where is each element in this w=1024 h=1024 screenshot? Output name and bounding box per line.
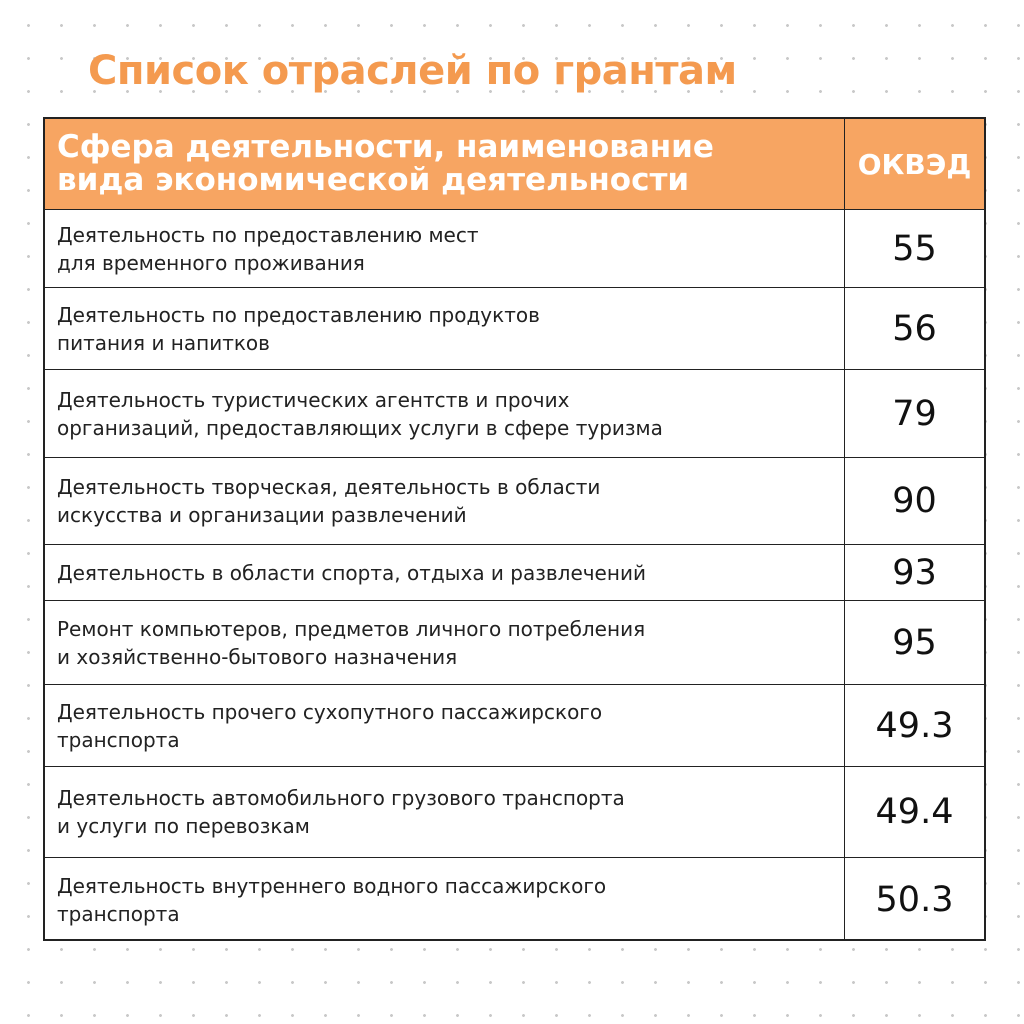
header-text: вида экономической деятельности xyxy=(57,162,690,198)
header-row: Сфера деятельности, наименование вида эко… xyxy=(45,119,984,209)
activity-cell: Деятельность по предоставлению мест для в… xyxy=(45,210,845,287)
table-row: Деятельность туристических агентств и пр… xyxy=(45,369,984,457)
activity-text: транспорта xyxy=(57,727,180,752)
activity-cell: Деятельность в области спорта, отдыха и … xyxy=(45,545,845,600)
table-row: Деятельность творческая, деятельность в … xyxy=(45,457,984,544)
code-cell: 50.3 xyxy=(845,858,984,941)
code-text: 49.3 xyxy=(875,705,954,746)
table-row: Деятельность в области спорта, отдыха и … xyxy=(45,544,984,600)
activity-cell: Деятельность туристических агентств и пр… xyxy=(45,370,845,457)
code-cell: 90 xyxy=(845,458,984,544)
activity-text: и хозяйственно-бытового назначения xyxy=(57,644,458,669)
activity-text: Деятельность по предоставлению мест xyxy=(57,222,479,247)
activity-text: Деятельность автомобильного грузового тр… xyxy=(57,786,625,810)
activity-text: Деятельность туристических агентств и пр… xyxy=(57,387,570,412)
page-title: Список отраслей по грантам xyxy=(88,48,737,94)
activity-text: организаций, предоставляющих услуги в сф… xyxy=(57,415,663,440)
code-text: 50.3 xyxy=(875,879,954,920)
code-text: 56 xyxy=(892,308,937,349)
code-text: 79 xyxy=(892,393,937,434)
activity-text: и услуги по перевозкам xyxy=(57,814,310,838)
activity-cell: Ремонт компьютеров, предметов личного по… xyxy=(45,601,845,684)
table-row: Деятельность прочего сухопутного пассажи… xyxy=(45,684,984,766)
activity-cell: Деятельность прочего сухопутного пассажи… xyxy=(45,685,845,766)
table-row: Ремонт компьютеров, предметов личного по… xyxy=(45,600,984,684)
code-cell: 49.3 xyxy=(845,685,984,766)
table-row: Деятельность внутреннего водного пассажи… xyxy=(45,857,984,941)
activity-text: Деятельность по предоставлению продуктов xyxy=(57,302,540,327)
code-cell: 95 xyxy=(845,601,984,684)
activity-cell: Деятельность творческая, деятельность в … xyxy=(45,458,845,544)
header-cell: ОКВЭД xyxy=(845,119,984,209)
code-text: 49.4 xyxy=(875,792,954,832)
code-cell: 49.4 xyxy=(845,767,984,857)
code-text: 93 xyxy=(892,552,937,593)
activity-cell: Деятельность автомобильного грузового тр… xyxy=(45,767,845,857)
code-text: 95 xyxy=(892,622,937,663)
code-cell: 93 xyxy=(845,545,984,600)
activity-cell: Деятельность по предоставлению продуктов… xyxy=(45,288,845,369)
activity-text: Деятельность творческая, деятельность в … xyxy=(57,475,601,499)
header-text: ОКВЭД xyxy=(857,147,972,181)
table-row: Деятельность автомобильного грузового тр… xyxy=(45,766,984,857)
activity-text: Ремонт компьютеров, предметов личного по… xyxy=(57,616,646,641)
table-row: Деятельность по предоставлению мест для в… xyxy=(45,209,984,287)
code-text: 55 xyxy=(892,228,937,269)
activity-text: Деятельность в области спорта, отдыха и … xyxy=(57,560,646,585)
activity-text: Деятельность прочего сухопутного пассажи… xyxy=(57,699,603,724)
code-cell: 55 xyxy=(845,210,984,287)
activity-text: для временного проживания xyxy=(57,250,365,275)
activity-text: транспорта xyxy=(57,901,180,926)
table: Сфера деятельности, наименование вида эко… xyxy=(43,117,986,941)
activity-text: Деятельность внутреннего водного пассажи… xyxy=(57,873,607,898)
code-cell: 56 xyxy=(845,288,984,369)
code-text: 90 xyxy=(892,481,937,521)
activity-cell: Деятельность внутреннего водного пассажи… xyxy=(45,858,845,941)
header-text: Сфера деятельности, наименование xyxy=(57,129,714,165)
code-cell: 79 xyxy=(845,370,984,457)
activity-text: искусства и организации развлечений xyxy=(57,503,467,527)
table-row: Деятельность по предоставлению продуктов… xyxy=(45,287,984,369)
header-cell: Сфера деятельности, наименование вида эко… xyxy=(45,119,845,209)
activity-text: питания и напитков xyxy=(57,330,270,355)
